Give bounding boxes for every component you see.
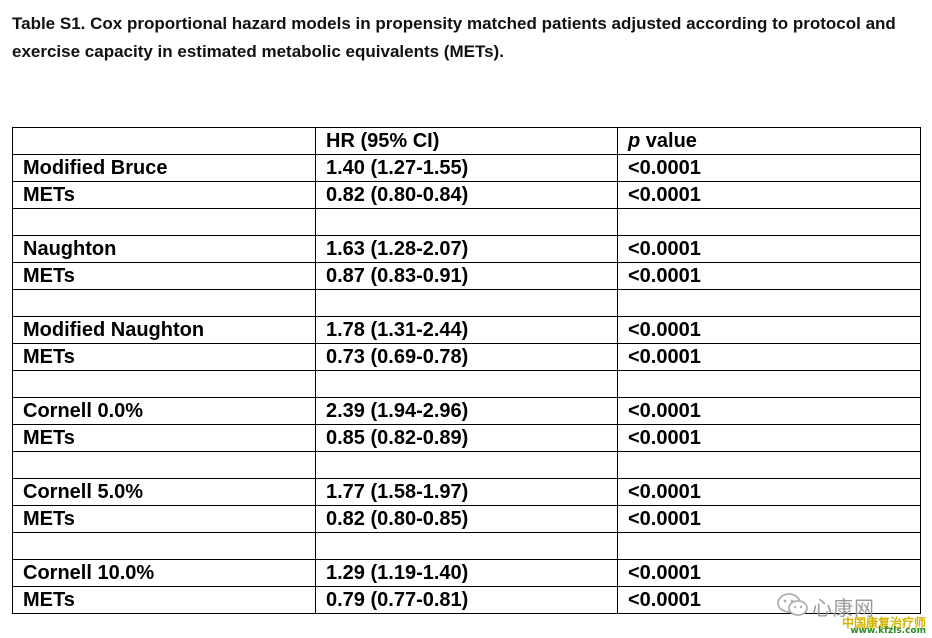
row-label: Cornell 0.0% xyxy=(12,397,316,425)
row-p-value: <0.0001 xyxy=(617,262,921,290)
row-label: METs xyxy=(12,586,316,614)
table-row: Cornell 5.0% 1.77 (1.58-1.97) <0.0001 xyxy=(12,478,921,506)
table-caption: Table S1. Cox proportional hazard models… xyxy=(12,14,896,61)
row-hr: 1.29 (1.19-1.40) xyxy=(315,559,618,587)
header-p-rest: value xyxy=(640,130,697,152)
spacer-row xyxy=(12,208,921,236)
row-label: Naughton xyxy=(12,235,316,263)
table-row: Naughton 1.63 (1.28-2.07) <0.0001 xyxy=(12,235,921,263)
row-hr xyxy=(315,532,618,560)
table-row: METs 0.82 (0.80-0.85) <0.0001 xyxy=(12,505,921,533)
row-hr xyxy=(315,208,618,236)
row-label: Modified Naughton xyxy=(12,316,316,344)
row-hr: 0.79 (0.77-0.81) xyxy=(315,586,618,614)
row-hr: 0.82 (0.80-0.84) xyxy=(315,181,618,209)
row-p-value xyxy=(617,370,921,398)
watermark: 心康网 中国康复治疗师 www.kfzls.com xyxy=(776,592,926,636)
results-table: HR (95% CI) p value Modified Bruce 1.40 (… xyxy=(12,127,921,614)
table-row: Cornell 10.0% 1.29 (1.19-1.40) <0.0001 xyxy=(12,559,921,587)
row-hr: 1.78 (1.31-2.44) xyxy=(315,316,618,344)
table-row: METs 0.85 (0.82-0.89) <0.0001 xyxy=(12,424,921,452)
table-row: METs 0.82 (0.80-0.84) <0.0001 xyxy=(12,181,921,209)
row-label xyxy=(12,289,316,317)
watermark-url: www.kfzls.com xyxy=(850,626,926,636)
row-hr xyxy=(315,370,618,398)
row-p-value: <0.0001 xyxy=(617,424,921,452)
table-row: Modified Naughton 1.78 (1.31-2.44) <0.0001 xyxy=(12,316,921,344)
table-row: Modified Bruce 1.40 (1.27-1.55) <0.0001 xyxy=(12,154,921,182)
row-hr xyxy=(315,451,618,479)
wechat-icon xyxy=(777,593,808,616)
row-p-value xyxy=(617,208,921,236)
header-label xyxy=(12,127,316,155)
row-hr: 0.87 (0.83-0.91) xyxy=(315,262,618,290)
row-hr: 1.77 (1.58-1.97) xyxy=(315,478,618,506)
row-hr: 0.85 (0.82-0.89) xyxy=(315,424,618,452)
header-hr: HR (95% CI) xyxy=(315,127,618,155)
row-hr xyxy=(315,289,618,317)
row-hr: 2.39 (1.94-2.96) xyxy=(315,397,618,425)
row-p-value xyxy=(617,289,921,317)
row-p-value: <0.0001 xyxy=(617,397,921,425)
table-body: Modified Bruce 1.40 (1.27-1.55) <0.0001 MET… xyxy=(12,154,921,614)
row-label: Cornell 10.0% xyxy=(12,559,316,587)
spacer-row xyxy=(12,532,921,560)
row-label: Cornell 5.0% xyxy=(12,478,316,506)
row-p-value: <0.0001 xyxy=(617,586,921,614)
row-p-value xyxy=(617,451,921,479)
table-row: METs 0.79 (0.77-0.81) <0.0001 xyxy=(12,586,921,614)
row-label xyxy=(12,370,316,398)
row-label xyxy=(12,532,316,560)
row-hr: 1.40 (1.27-1.55) xyxy=(315,154,618,182)
row-p-value: <0.0001 xyxy=(617,505,921,533)
row-hr: 1.63 (1.28-2.07) xyxy=(315,235,618,263)
row-p-value: <0.0001 xyxy=(617,235,921,263)
row-label: METs xyxy=(12,181,316,209)
table-row: METs 0.73 (0.69-0.78) <0.0001 xyxy=(12,343,921,371)
table-row: METs 0.87 (0.83-0.91) <0.0001 xyxy=(12,262,921,290)
row-p-value: <0.0001 xyxy=(617,559,921,587)
row-p-value: <0.0001 xyxy=(617,343,921,371)
watermark-name: 心康网 xyxy=(812,596,875,620)
row-label: METs xyxy=(12,343,316,371)
table-row: Cornell 0.0% 2.39 (1.94-2.96) <0.0001 xyxy=(12,397,921,425)
row-label: METs xyxy=(12,424,316,452)
table-header-row: HR (95% CI) p value xyxy=(12,127,921,155)
row-label xyxy=(12,208,316,236)
spacer-row xyxy=(12,370,921,398)
row-hr: 0.73 (0.69-0.78) xyxy=(315,343,618,371)
header-p-value-text: p value xyxy=(628,130,697,152)
header-p-value: p value xyxy=(617,127,921,155)
header-p-letter: p xyxy=(628,130,641,152)
watermark-org: 中国康复治疗师 xyxy=(841,616,926,630)
row-label xyxy=(12,451,316,479)
row-label: METs xyxy=(12,505,316,533)
spacer-row xyxy=(12,289,921,317)
row-p-value: <0.0001 xyxy=(617,316,921,344)
row-label: Modified Bruce xyxy=(12,154,316,182)
row-p-value: <0.0001 xyxy=(617,478,921,506)
row-hr: 0.82 (0.80-0.85) xyxy=(315,505,618,533)
spacer-row xyxy=(12,451,921,479)
row-label: METs xyxy=(12,262,316,290)
row-p-value xyxy=(617,532,921,560)
row-p-value: <0.0001 xyxy=(617,181,921,209)
row-p-value: <0.0001 xyxy=(617,154,921,182)
